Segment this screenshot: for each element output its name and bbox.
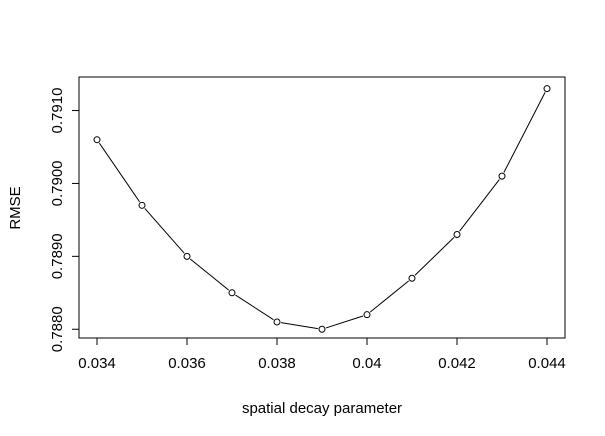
data-point	[228, 289, 236, 297]
series-line-segment	[503, 92, 546, 173]
plot-frame	[78, 76, 566, 339]
data-point	[498, 172, 506, 180]
y-tick-label: 0.7890	[49, 233, 66, 279]
data-point	[453, 230, 461, 238]
y-tick-label: 0.7910	[49, 88, 66, 134]
data-point	[273, 318, 281, 326]
data-point	[543, 85, 551, 93]
data-series	[93, 85, 551, 333]
series-line-segment	[325, 315, 364, 329]
series-line-segment	[459, 179, 500, 232]
series-line-segment	[281, 322, 318, 330]
series-line-segment	[98, 142, 141, 203]
data-point	[408, 274, 416, 282]
series-line-segment	[414, 237, 455, 276]
data-point	[138, 201, 146, 209]
series-line-segment	[189, 258, 230, 291]
data-point	[363, 311, 371, 319]
series-line-segment	[235, 294, 274, 321]
x-tick-label: 0.034	[78, 355, 116, 372]
x-tick-label: 0.04	[352, 355, 381, 372]
x-tick-label: 0.044	[528, 355, 566, 372]
y-axis: 0.7880 0.7890 0.7900 0.7910	[49, 88, 80, 352]
series-line-segment	[144, 208, 185, 254]
x-axis-title: spatial decay parameter	[242, 400, 402, 417]
y-axis-title: RMSE	[7, 186, 24, 229]
y-tick-label: 0.7880	[49, 306, 66, 352]
x-tick-label: 0.038	[258, 355, 296, 372]
x-tick-label: 0.042	[438, 355, 476, 372]
data-point	[318, 325, 326, 333]
x-axis: 0.034 0.036 0.038 0.04 0.042 0.044	[78, 337, 566, 372]
series-line-segment	[369, 280, 410, 313]
data-point	[183, 252, 191, 260]
x-tick-label: 0.036	[168, 355, 206, 372]
data-point	[93, 136, 101, 144]
y-tick-label: 0.7900	[49, 160, 66, 206]
